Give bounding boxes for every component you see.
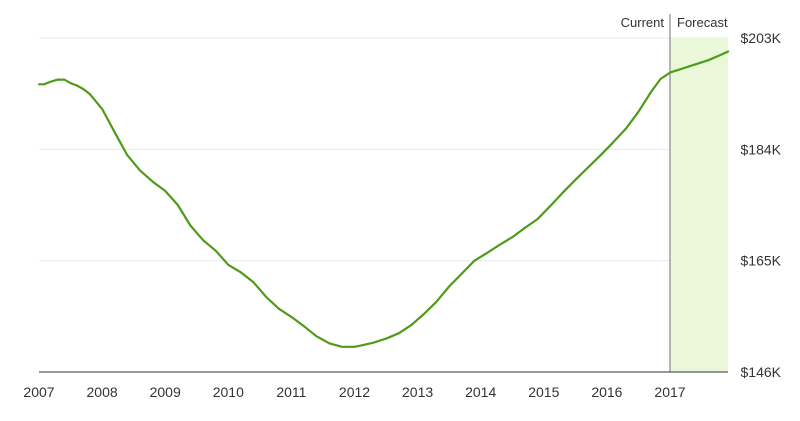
forecast-label: Forecast — [677, 15, 728, 30]
home-value-series-line — [37, 50, 730, 348]
x-tick-label-2014: 2014 — [465, 384, 496, 400]
x-tick-label-2010: 2010 — [213, 384, 244, 400]
y-tick-label-0: $146K — [741, 364, 782, 380]
x-tick-label-2012: 2012 — [339, 384, 370, 400]
grid-layer — [39, 37, 728, 262]
x-tick-label-2007: 2007 — [23, 384, 54, 400]
forecast-band — [670, 38, 729, 372]
x-tick-label-2008: 2008 — [87, 384, 118, 400]
y-tick-label-2: $184K — [741, 141, 782, 157]
x-tick-label-2017: 2017 — [654, 384, 685, 400]
x-tick-label-2015: 2015 — [528, 384, 559, 400]
x-tick-label-2009: 2009 — [150, 384, 181, 400]
y-axis-ticks: $146K $165K $184K $203K — [741, 30, 782, 380]
x-tick-label-2016: 2016 — [591, 384, 622, 400]
x-axis-ticks: 2007 2008 2009 2010 2011 2012 2013 2014 2015 2016… — [23, 384, 685, 400]
x-tick-label-2011: 2011 — [276, 384, 306, 400]
x-tick-label-2013: 2013 — [402, 384, 433, 400]
y-tick-label-1: $165K — [741, 253, 782, 269]
current-label: Current — [621, 15, 665, 30]
y-tick-label-3: $203K — [741, 30, 782, 46]
